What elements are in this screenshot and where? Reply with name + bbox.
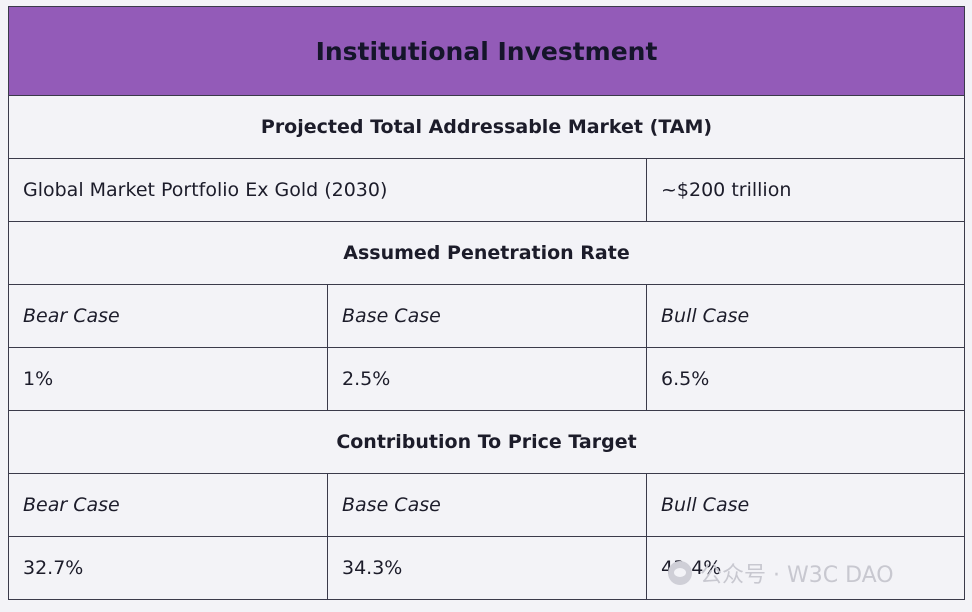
contribution-bull-value: 43.4% [646,536,965,600]
tam-heading: Projected Total Addressable Market (TAM) [8,95,965,159]
contribution-bear-label: Bear Case [8,473,328,537]
penetration-bull-value: 6.5% [646,347,965,411]
penetration-bull-label: Bull Case [646,284,965,348]
penetration-bear-value: 1% [8,347,328,411]
contribution-heading: Contribution To Price Target [8,410,965,474]
table-row: Global Market Portfolio Ex Gold (2030) ~… [8,158,965,222]
table-row: Bear Case Base Case Bull Case [8,284,965,348]
institutional-investment-table: Institutional Investment Projected Total… [8,6,965,600]
table-title-row: Institutional Investment [8,6,965,96]
penetration-bear-label: Bear Case [8,284,328,348]
penetration-base-value: 2.5% [327,347,647,411]
table-row: 1% 2.5% 6.5% [8,347,965,411]
table-row: 32.7% 34.3% 43.4% [8,536,965,600]
penetration-base-label: Base Case [327,284,647,348]
contribution-bull-label: Bull Case [646,473,965,537]
contribution-base-value: 34.3% [327,536,647,600]
penetration-heading: Assumed Penetration Rate [8,221,965,285]
tam-label: Global Market Portfolio Ex Gold (2030) [8,158,647,222]
section-header-row: Assumed Penetration Rate [8,221,965,285]
contribution-base-label: Base Case [327,473,647,537]
tam-value: ~$200 trillion [646,158,965,222]
section-header-row: Contribution To Price Target [8,410,965,474]
section-header-row: Projected Total Addressable Market (TAM) [8,95,965,159]
table-row: Bear Case Base Case Bull Case [8,473,965,537]
contribution-bear-value: 32.7% [8,536,328,600]
table-title: Institutional Investment [8,6,965,96]
